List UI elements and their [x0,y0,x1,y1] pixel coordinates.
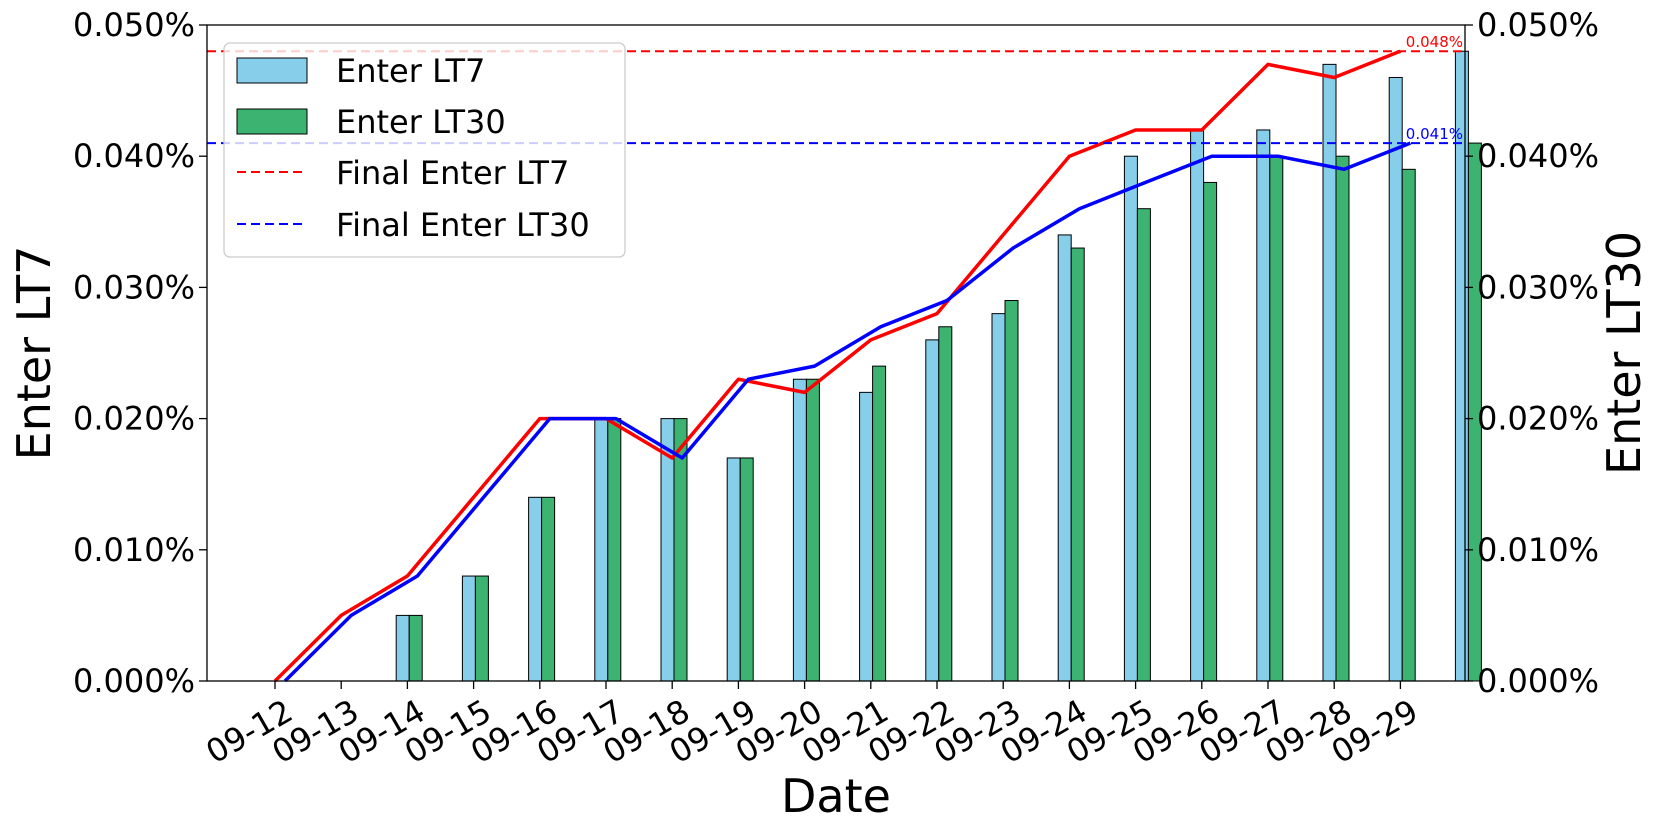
plot-frame [206,24,1466,682]
bar-enter-lt7 [1123,155,1138,682]
bar-enter-lt30 [938,326,953,682]
reference-label-lt7: 0.048% [1406,33,1463,51]
y-tick-label-right: 0.030% [1477,268,1599,306]
bar-enter-lt7 [1190,129,1205,682]
bar-enter-lt30 [1203,181,1218,682]
bar-enter-lt7 [594,418,609,682]
bar-enter-lt30 [739,457,754,682]
bar-enter-lt30 [607,418,622,682]
bar-enter-lt30 [474,575,489,682]
bar-enter-lt30 [1401,168,1416,682]
bar-enter-lt7 [726,457,741,682]
bar-enter-lt7 [1388,76,1403,682]
y-tick-label-right: 0.020% [1477,400,1599,438]
legend-label-final-enter-lt30: Final Enter LT30 [336,206,590,244]
y-tick-label-right: 0.010% [1477,531,1599,569]
y-axis-right-title: Enter LT30 [1597,231,1651,475]
y-tick-label-left: 0.040% [73,137,195,175]
bar-enter-lt7 [925,339,940,682]
lines-layer [273,49,1412,683]
legend-swatch-enter-lt30 [236,108,308,135]
line-enter-lt7 [273,49,1402,683]
y-tick-label-left: 0.050% [73,6,195,44]
bar-enter-lt7 [1256,129,1271,682]
reference-label-lt30: 0.041% [1406,125,1463,143]
bar-enter-lt7 [991,313,1006,682]
y-tick-label-left: 0.020% [73,400,195,438]
bar-enter-lt7 [859,391,874,682]
y-tick-label-right: 0.050% [1477,6,1599,44]
reference-lines-layer: 0.048% 0.041% [207,33,1465,145]
bar-enter-lt7 [1322,63,1337,682]
bar-enter-lt7 [395,614,410,682]
legend: Enter LT7 Enter LT30 Final Enter LT7 Fin… [223,42,626,258]
bar-enter-lt30 [408,614,423,682]
x-axis: 09-1209-1309-1409-1509-1609-1709-1809-19… [199,681,1424,771]
bar-enter-lt7 [528,496,543,682]
y-axis-left-title: Enter LT7 [7,246,61,461]
bar-enter-lt7 [461,575,476,682]
y-tick-label-left: 0.000% [73,662,195,700]
bar-enter-lt30 [872,365,887,682]
y-axis-left: 0.000% 0.010% 0.020% 0.030% 0.040% 0.050% [73,6,207,700]
bar-enter-lt30 [1335,155,1350,682]
y-tick-label-right: 0.040% [1477,137,1599,175]
bar-enter-lt7 [792,378,807,682]
bar-enter-lt7 [1057,234,1072,682]
legend-frame [223,42,626,258]
y-tick-label-left: 0.010% [73,531,195,569]
legend-label-enter-lt7: Enter LT7 [336,52,485,90]
bar-enter-lt30 [541,496,556,682]
legend-label-final-enter-lt7: Final Enter LT7 [336,154,569,192]
bar-enter-lt30 [1269,155,1284,682]
legend-label-enter-lt30: Enter LT30 [336,103,506,141]
bar-enter-lt30 [1004,300,1019,682]
bar-enter-lt7 [1454,50,1469,682]
bar-enter-lt30 [1467,142,1482,682]
y-axis-right: 0.000% 0.010% 0.020% 0.030% 0.040% 0.050% [1465,6,1599,700]
x-axis-title: Date [781,769,891,823]
legend-swatch-enter-lt7 [236,57,308,84]
y-tick-label-right: 0.000% [1477,662,1599,700]
line-enter-lt30 [283,141,1412,683]
bar-enter-lt30 [1136,208,1151,682]
bar-enter-lt30 [805,378,820,682]
bar-enter-lt30 [1070,247,1085,682]
y-tick-label-left: 0.030% [73,268,195,306]
